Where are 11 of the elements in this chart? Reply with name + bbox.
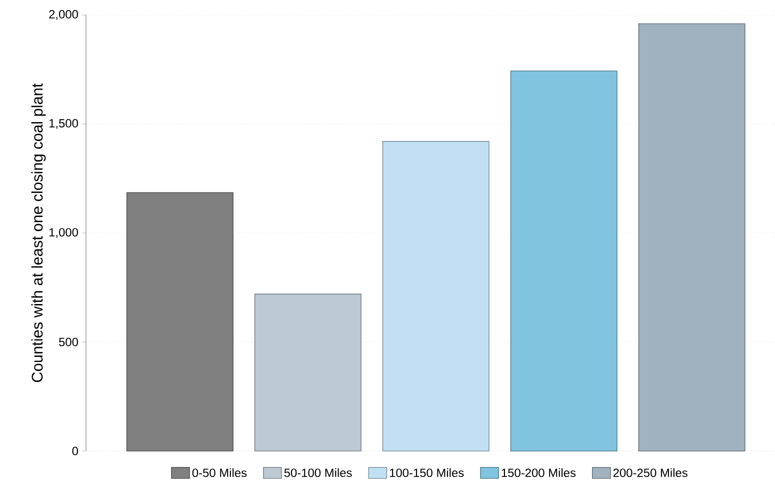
legend-label: 50-100 Miles bbox=[284, 468, 352, 478]
y-tick-label: 0 bbox=[72, 446, 78, 456]
legend-label: 100-150 Miles bbox=[390, 468, 464, 478]
legend-label: 150-200 Miles bbox=[502, 468, 576, 478]
y-axis-title: Counties with at least one closing coal plant bbox=[31, 83, 46, 382]
y-tick-label: 500 bbox=[59, 338, 78, 346]
legend-label: 200-250 Miles bbox=[613, 468, 688, 478]
y-tick-label: 2,000 bbox=[49, 10, 78, 20]
y-tick-label: 1,000 bbox=[49, 228, 78, 238]
legend-label: 0-50 Miles bbox=[192, 468, 247, 478]
y-tick-label: 1,500 bbox=[49, 119, 78, 129]
